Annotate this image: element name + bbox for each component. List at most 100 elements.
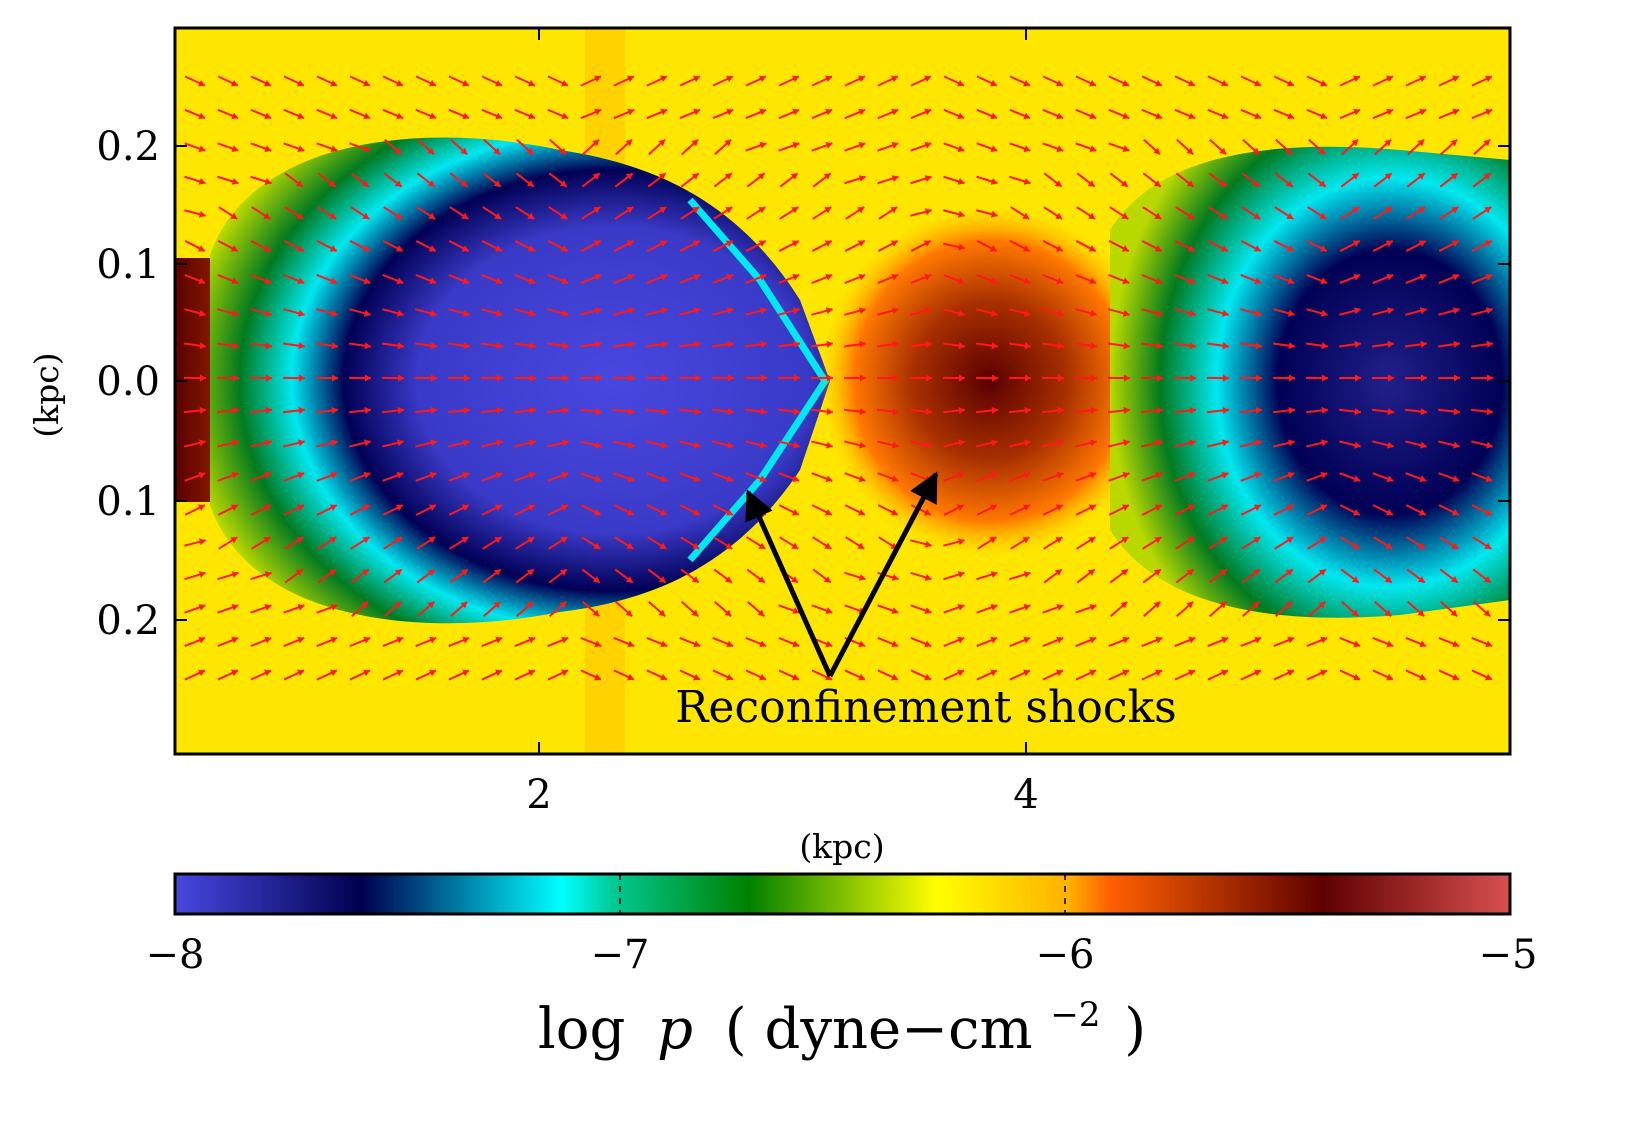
velocity-arrow-head <box>198 145 206 153</box>
velocity-arrow-head <box>1420 340 1427 348</box>
velocity-arrow-head <box>363 471 371 479</box>
velocity-arrow-head <box>658 139 666 147</box>
velocity-arrow-head <box>1386 75 1393 83</box>
velocity-arrow-head <box>594 640 602 648</box>
velocity-arrow-head <box>428 504 436 512</box>
velocity-arrow-head <box>494 537 502 544</box>
velocity-arrow-head <box>1253 537 1261 544</box>
velocity-arrow-head <box>1154 212 1162 219</box>
velocity-arrow-head <box>660 640 668 648</box>
velocity-arrow-head <box>265 342 272 350</box>
velocity-arrow-head <box>429 636 437 644</box>
velocity-arrow-head <box>627 273 635 281</box>
colorbar-tick-label: −7 <box>591 932 650 978</box>
velocity-arrow-head <box>661 374 668 382</box>
velocity-arrow-head <box>924 141 932 149</box>
velocity-arrow-head <box>1023 471 1031 479</box>
velocity-arrow-head <box>1023 571 1031 579</box>
velocity-arrow-head <box>825 307 833 315</box>
velocity-arrow-head <box>198 309 206 317</box>
velocity-arrow-head <box>330 636 338 644</box>
velocity-arrow-head <box>1354 407 1361 416</box>
velocity-arrow-head <box>957 178 965 185</box>
velocity-arrow-head <box>1122 669 1130 677</box>
velocity-arrow-head <box>1055 504 1063 512</box>
velocity-arrow-head <box>792 108 800 116</box>
velocity-arrow-head <box>891 175 899 182</box>
velocity-arrow-head <box>1353 475 1361 483</box>
velocity-arrow-head <box>493 180 501 187</box>
velocity-arrow-head <box>990 277 998 285</box>
velocity-arrow-head <box>1419 307 1427 315</box>
annotation-label: Reconfinement shocks <box>675 682 1176 733</box>
velocity-arrow-head <box>496 342 503 350</box>
velocity-arrow-head <box>693 273 701 281</box>
velocity-arrow-head <box>264 603 272 611</box>
velocity-arrow-head <box>462 636 470 644</box>
velocity-arrow-head <box>231 145 239 153</box>
velocity-arrow-head <box>1023 145 1031 153</box>
velocity-arrow-head <box>1220 245 1228 252</box>
velocity-arrow-head <box>265 374 272 382</box>
velocity-arrow-head <box>890 240 898 247</box>
velocity-arrow-head <box>559 180 567 187</box>
velocity-arrow-head <box>1121 245 1129 252</box>
velocity-arrow-head <box>1222 342 1229 350</box>
velocity-arrow-head <box>628 441 635 449</box>
velocity-arrow-head <box>363 669 371 677</box>
velocity-arrow-head <box>1418 207 1426 214</box>
velocity-arrow-head <box>264 79 271 87</box>
velocity-arrow-head <box>1451 542 1459 549</box>
y-tick-label: 0.1 <box>96 242 160 288</box>
velocity-arrow-head <box>891 273 899 281</box>
colorbar-label: log p ( dyne−cm −2 ) <box>538 975 1146 1062</box>
velocity-arrow-head <box>626 240 634 247</box>
velocity-arrow-head <box>1320 669 1328 677</box>
velocity-arrow-head <box>924 108 932 116</box>
velocity-arrow-head <box>1089 603 1097 611</box>
velocity-arrow-head <box>628 340 635 348</box>
velocity-arrow-head <box>1386 273 1394 281</box>
velocity-arrow-head <box>461 504 469 512</box>
velocity-arrow-head <box>298 406 305 415</box>
y-tick-label: 0.2 <box>96 124 160 170</box>
velocity-arrow-head <box>463 342 470 350</box>
velocity-arrow-head <box>1023 636 1031 644</box>
velocity-arrow-head <box>298 342 305 350</box>
velocity-arrow-head <box>792 307 800 315</box>
velocity-arrow-head <box>958 406 965 415</box>
velocity-arrow-head <box>1254 309 1262 317</box>
velocity-arrow-head <box>1024 374 1031 382</box>
velocity-arrow-head <box>1321 439 1328 447</box>
velocity-arrow-head <box>1056 79 1063 87</box>
velocity-arrow-head <box>1090 406 1097 415</box>
velocity-arrow-head <box>1353 640 1361 648</box>
velocity-arrow-head <box>1089 145 1097 153</box>
velocity-arrow-head <box>1485 673 1493 681</box>
velocity-arrow-head <box>625 576 633 583</box>
velocity-arrow-head <box>958 439 965 447</box>
velocity-arrow-head <box>628 374 635 382</box>
velocity-arrow-head <box>1057 374 1064 382</box>
velocity-arrow-head <box>924 273 932 281</box>
velocity-arrow-head <box>1387 441 1394 449</box>
velocity-arrow-head <box>1253 245 1261 252</box>
velocity-arrow-head <box>759 475 767 483</box>
velocity-arrow-head <box>595 407 602 416</box>
velocity-arrow-head <box>1486 407 1493 416</box>
velocity-arrow-head <box>957 471 965 479</box>
velocity-arrow-head <box>923 240 931 247</box>
velocity-arrow-head <box>1287 669 1295 677</box>
velocity-arrow-head <box>990 571 998 579</box>
velocity-arrow-head <box>760 374 767 382</box>
velocity-arrow-head <box>1483 576 1491 583</box>
velocity-arrow-head <box>757 173 765 180</box>
velocity-arrow-head <box>660 673 668 681</box>
velocity-arrow-head <box>1219 180 1227 187</box>
velocity-arrow-head <box>297 145 305 153</box>
velocity-arrow-head <box>1352 542 1360 549</box>
velocity-arrow-head <box>595 340 602 348</box>
velocity-arrow-head <box>559 147 567 155</box>
velocity-arrow-head <box>593 508 601 516</box>
velocity-arrow-head <box>660 108 668 116</box>
